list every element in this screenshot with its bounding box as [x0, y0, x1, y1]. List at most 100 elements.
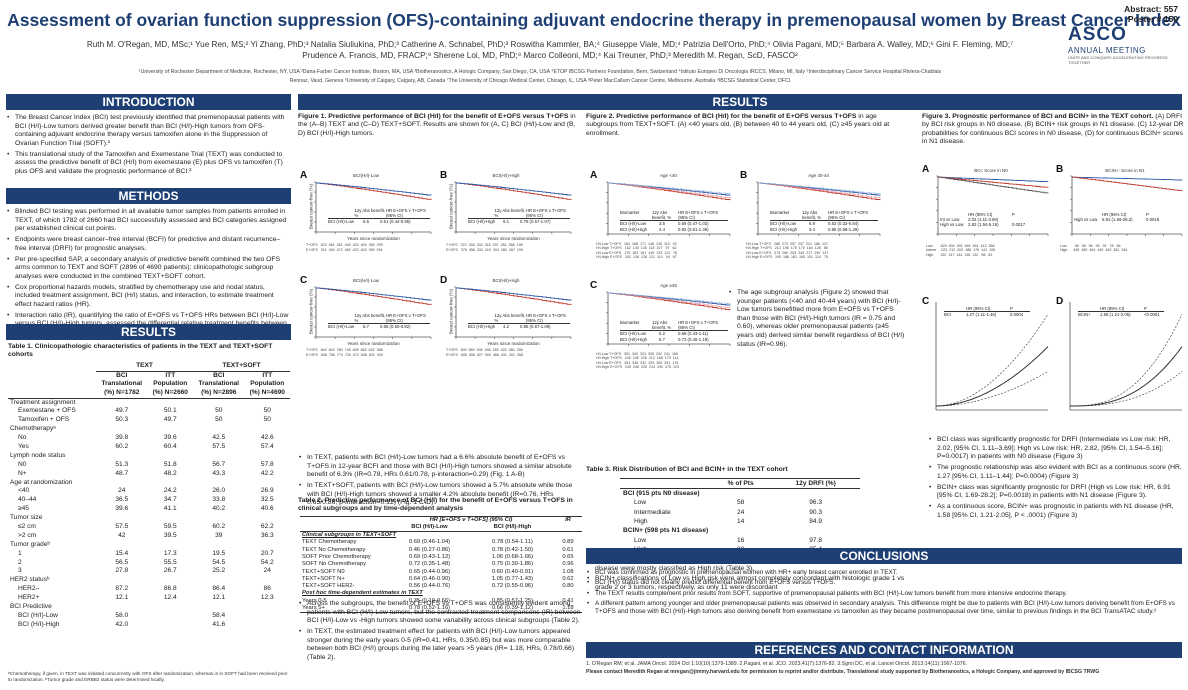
table1-row-label: 3 [18, 567, 22, 575]
legend-row-label: BCI (H/I)-Low [620, 331, 647, 337]
table1-cell [148, 478, 193, 487]
table1-cell [193, 398, 245, 407]
table3-cell: 90.3 [809, 508, 823, 516]
table1-row-label: Tumor gradeᵇ [10, 540, 50, 548]
legend-row: High vs Low 2.82 (1.54-5.16) 0.0017 [940, 222, 1032, 227]
intro-bullet: The Breast Cancer Index (BCI) test previ… [6, 114, 291, 148]
y-axis-label: Breast cancer-free (%) [308, 183, 314, 230]
table1-row: ≤2 cm 57.5 59.5 60.2 62.2 [8, 523, 290, 532]
table1-row-label: N0 [18, 460, 27, 468]
table1-cell: 50 [263, 416, 271, 424]
at-risk-row: T+OFS 523 461 451 445 424 409 395 299 [306, 243, 383, 247]
table1-cell: 15.4 [115, 549, 129, 557]
table1-row-label: Tamoxifen + OFS [18, 416, 70, 424]
table3-row-label: Intermediate [634, 508, 671, 516]
fig1-legend-table: 12y Abs benefit, % HR E+OFS v T+OFS (95% … [468, 313, 570, 330]
km-curve [316, 182, 432, 200]
references-heading: REFERENCES AND CONTACT INFORMATION [586, 642, 1182, 658]
legend-row-hr: 0.61 (0.44-0.85) [380, 219, 411, 225]
table1-row-label: <40 [18, 487, 30, 495]
legend-row-label: BCI (H/I)-High [770, 226, 797, 232]
table1-row: N0 51.3 51.8 56.7 57.8 [8, 461, 290, 470]
fig2-caption-text: in age subgroups from TEXT+SOFT. (A) <40… [586, 113, 890, 137]
table1-cell: 50.1 [163, 407, 177, 415]
fig3-legend-table: HR (95% CI) P BCI 1.27 (1.11-1.46) 0.0004 [944, 306, 1030, 318]
table1-group-text: TEXT [96, 362, 193, 372]
legend-row-label: BCIN+ [1078, 312, 1091, 318]
table1-cell: 41.6 [212, 620, 226, 628]
x-axis-label: Years since randomization [347, 236, 400, 241]
legend-row-hr: 0.52 (0.32-0.84) [828, 221, 859, 227]
table2-caption: Table 2. Predictive performance of BCI (… [298, 497, 573, 513]
table1-row: Chemotherapyᵃ [8, 425, 290, 434]
table1-row-label: Exemestane + OFS [18, 407, 76, 415]
table1-row: ≥45 39.6 41.1 40.2 40.6 [8, 505, 290, 514]
table1-row-label: BCI Predictive [10, 603, 52, 610]
legend-head-p: P [1144, 306, 1147, 311]
methods-bullet: Blinded BCI testing was performed in all… [6, 208, 291, 234]
table1-row-label: >2 cm [18, 531, 37, 539]
table1-row: HER2– 87.2 86.8 86.4 86 [8, 585, 290, 594]
score-curve-plot [935, 302, 1049, 411]
legend-row-p: 0.0018 [1146, 217, 1160, 223]
legend-row-benefit: 3.5 [659, 221, 665, 227]
table3-row-label: Low [634, 499, 647, 507]
table1-cell: 48.7 [115, 469, 129, 477]
table1-cell [96, 576, 148, 585]
table1-col-head: ITT [165, 371, 176, 379]
table1-cell: 58.0 [115, 611, 129, 619]
fig1-caption-text: in the (A–B) TEXT and (C–D) TEXT+SOFT. R… [298, 113, 576, 137]
km-curve [456, 182, 572, 200]
km-plot [936, 175, 1049, 236]
legend-row: BCI (H/I)-Low 6.6 0.61 (0.44-0.85) [328, 218, 430, 224]
table1-cell: 39 [215, 531, 223, 539]
table1-row: <40 24 24.2 26.0 26.9 [8, 487, 290, 496]
legend-row: BCI (H/I)-Low 6.9 0.52 (0.32-0.84) [770, 220, 878, 226]
table1-col-sub: Population [250, 380, 285, 388]
panel-title: BCI(H/I)-High [492, 173, 520, 178]
table3-cell: 96.3 [809, 499, 823, 507]
table1-cell: 26.0 [212, 487, 226, 495]
intro-bullet: This translational study of the Tamoxife… [6, 151, 291, 177]
table1-cell [148, 425, 193, 434]
table1-cell: 42.0 [115, 620, 129, 628]
km-curve [608, 292, 731, 304]
table3-cell: 16 [736, 536, 745, 544]
methods-bullet: Cox proportional hazards models, stratif… [6, 284, 291, 310]
table1-cell [148, 398, 193, 407]
fig2-legend-table: Biomarker 12y Abs benefit, % HR E+OFS v T+… [620, 320, 728, 342]
introduction-body: The Breast Cancer Index (BCI) test previ… [6, 114, 291, 179]
table1-row: 3 27.8 26.7 25.2 24 [8, 567, 290, 576]
fig3-legend-table: HR (95% CI) P Int vs Low 2.02 (1.11-3.69) Hi… [940, 212, 1032, 228]
score-curve-plot [1069, 302, 1183, 411]
km-curve [456, 287, 572, 305]
table3-group-label: BCIN+ (598 pts N1 disease) [623, 527, 709, 535]
legend-head-blank [944, 306, 966, 311]
table2-row: TEXT+SOFT N+ 0.64 (0.46-0.90) 1.05 (0.77-1… [300, 576, 582, 583]
methods-heading: METHODS [6, 188, 291, 204]
table1-cell [245, 621, 290, 630]
table1-row-label: BCI (H/I)-Low [18, 611, 58, 619]
table2-row-label: TEXT Chemotherapy [302, 539, 357, 546]
legend-row-benefit: 3.4 [809, 226, 815, 232]
km-plot [606, 291, 731, 346]
panel-letter: C [590, 280, 598, 291]
legend-row: BCI (H/I)-Low 5.7 0.65 (0.50-0.82) [328, 323, 430, 329]
at-risk-table: H/I-Low T+OFS 286 273 257 237 221 186 13… [746, 242, 829, 260]
table3-group-label: BCI (915 pts N0 disease) [623, 490, 700, 497]
panel-title: Age <40 [660, 173, 677, 178]
fig1-legend-table: 12y Abs benefit, % HR E+OFS v T+OFS (95% … [468, 208, 570, 225]
legend-header: 12y Abs benefit, % HR E+OFS v T+OFS (95% … [468, 208, 570, 218]
table1-cell [96, 452, 148, 461]
legend-row: BCI (H/I)-High 3.4 0.86 (0.58-1.29) [770, 227, 878, 232]
table3-cell: 84.9 [809, 517, 823, 525]
table1-cell [245, 478, 290, 487]
table1-col-sub: Translational [101, 380, 143, 388]
table1-cell: 32.5 [260, 496, 274, 504]
legend-head-col2: HR E+OFS v T+OFS (95% CI) [525, 208, 566, 219]
km-curve [758, 182, 881, 196]
table2-row: TEXT No Chemotherapy 0.46 (0.27-0.86) 0.78… [300, 547, 582, 554]
upper-ci-curve [935, 314, 1049, 407]
legend-row-label: BCI (H/I)-Low [328, 219, 355, 225]
table3-row-label: High [634, 517, 648, 525]
